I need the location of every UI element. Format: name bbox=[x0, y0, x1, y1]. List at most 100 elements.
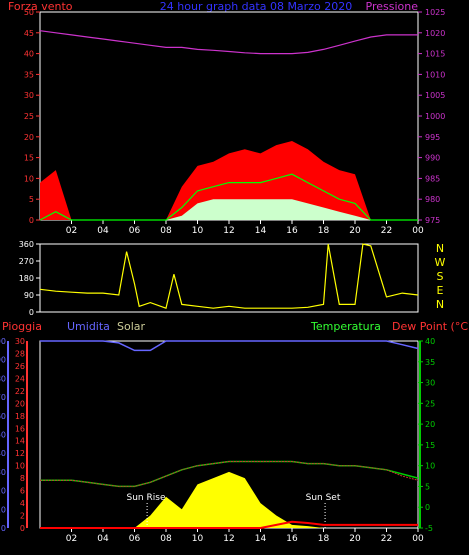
y-tick-label: 90 bbox=[24, 291, 34, 300]
chart-title: 24 hour graph data 08 Marzo 2020 bbox=[160, 0, 352, 13]
y-left-tick-label: 15 bbox=[24, 154, 34, 163]
mid-tick-label: 8 bbox=[20, 474, 25, 483]
sun-rise-label: Sun Rise bbox=[127, 493, 166, 503]
humidity-tick-label: 20 bbox=[0, 487, 6, 496]
temperature-tick-label: 5 bbox=[425, 482, 430, 491]
compass-e: E bbox=[437, 284, 444, 297]
x-tick-label: 08 bbox=[160, 534, 172, 544]
mid-tick-label: 26 bbox=[15, 362, 25, 371]
compass-labels: N W S E N bbox=[435, 242, 446, 311]
wind-title: Forza vento bbox=[8, 0, 73, 13]
pressure-title: Pressione bbox=[366, 0, 419, 13]
y-right-tick-label: 1000 bbox=[425, 112, 445, 121]
y-right-tick-label: 1010 bbox=[425, 70, 445, 79]
x-tick-label: 22 bbox=[381, 226, 392, 236]
x-tick-label: 10 bbox=[192, 226, 204, 236]
humidity-tick-label: 50 bbox=[0, 431, 6, 440]
x-tick-label: 14 bbox=[255, 534, 267, 544]
x-tick-label: 04 bbox=[97, 534, 109, 544]
y-right-tick-label: 1015 bbox=[425, 50, 445, 59]
humidity-tick-label: 70 bbox=[0, 393, 6, 402]
humidity-line bbox=[40, 340, 419, 352]
x-tick-label: 04 bbox=[97, 226, 109, 236]
humidity-tick-label: 10 bbox=[0, 505, 6, 514]
solar-area bbox=[40, 471, 418, 528]
wind-gust-area bbox=[40, 141, 418, 220]
temperature-tick-label: 10 bbox=[425, 462, 435, 471]
mid-tick-label: 12 bbox=[15, 449, 25, 458]
temperature-tick-label: 20 bbox=[425, 420, 435, 429]
mid-tick-label: 28 bbox=[15, 349, 25, 358]
x-tick-label: 20 bbox=[349, 534, 361, 544]
mid-tick-label: 4 bbox=[20, 499, 25, 508]
x-tick-label: 18 bbox=[318, 534, 330, 544]
y-tick-label: 0 bbox=[29, 308, 34, 317]
x-tick-label: 12 bbox=[223, 534, 234, 544]
humidity-tick-label: 40 bbox=[0, 449, 6, 458]
y-left-tick-label: 40 bbox=[24, 50, 34, 59]
compass-w: W bbox=[435, 256, 446, 269]
x-tick-label: 06 bbox=[129, 534, 141, 544]
temperature-tick-label: 35 bbox=[425, 358, 435, 367]
y-tick-label: 360 bbox=[19, 240, 34, 249]
y-right-tick-label: 985 bbox=[425, 174, 440, 183]
x-tick-label: 12 bbox=[223, 226, 234, 236]
y-right-tick-label: 975 bbox=[425, 216, 440, 225]
temperature-tick-label: 0 bbox=[425, 503, 430, 512]
x-tick-label: 00 bbox=[412, 534, 424, 544]
mid-tick-label: 16 bbox=[15, 424, 25, 433]
x-tick-label: 00 bbox=[412, 226, 424, 236]
y-right-tick-label: 1005 bbox=[425, 91, 445, 100]
wind-min-area bbox=[40, 199, 418, 220]
dew-point-title: Dew Point (°C) bbox=[392, 320, 469, 333]
compass-s: S bbox=[437, 270, 444, 283]
x-tick-label: 10 bbox=[192, 534, 204, 544]
wind-direction-chart: 0 90 180 270 360 bbox=[19, 240, 419, 317]
wind-pressure-chart: 0510152025303540455097598098599099510001… bbox=[24, 8, 446, 236]
y-left-tick-label: 30 bbox=[24, 91, 34, 100]
mid-tick-label: 14 bbox=[15, 437, 25, 446]
x-tick-label: 14 bbox=[255, 226, 267, 236]
y-tick-label: 270 bbox=[19, 257, 34, 266]
y-left-tick-label: 50 bbox=[24, 8, 34, 17]
y-left-tick-label: 45 bbox=[24, 29, 34, 38]
humidity-tick-label: 80 bbox=[0, 374, 6, 383]
y-left-tick-label: 35 bbox=[24, 70, 34, 79]
direction-line bbox=[39, 243, 419, 309]
y-left-tick-label: 25 bbox=[24, 112, 34, 121]
temperature-tick-label: -5 bbox=[425, 524, 433, 533]
x-tick-label: 02 bbox=[66, 226, 77, 236]
x-tick-label: 20 bbox=[349, 226, 361, 236]
x-tick-label: 18 bbox=[318, 226, 330, 236]
x-tick-label: 06 bbox=[129, 226, 141, 236]
y-right-tick-label: 995 bbox=[425, 133, 440, 142]
y-left-tick-label: 5 bbox=[29, 195, 34, 204]
temperature-tick-label: 30 bbox=[425, 379, 435, 388]
y-tick-label: 180 bbox=[19, 274, 34, 283]
compass-n-bottom: N bbox=[436, 298, 444, 311]
humidity-tick-label: 30 bbox=[0, 468, 6, 477]
mid-tick-label: 10 bbox=[15, 462, 25, 471]
sun-set-label: Sun Set bbox=[306, 493, 341, 503]
dew-point-line bbox=[40, 461, 419, 487]
mid-tick-label: 6 bbox=[20, 487, 25, 496]
wind-avg-line bbox=[39, 173, 418, 221]
mid-tick-label: 20 bbox=[15, 399, 25, 408]
y-right-tick-label: 980 bbox=[425, 195, 440, 204]
humidity-tick-label: 100 bbox=[0, 337, 6, 346]
pressure-line bbox=[39, 30, 418, 55]
temperature-tick-label: 25 bbox=[425, 399, 435, 408]
x-tick-label: 22 bbox=[381, 534, 392, 544]
y-left-tick-label: 0 bbox=[29, 216, 34, 225]
y-right-tick-label: 990 bbox=[425, 154, 440, 163]
temperature-tick-label: 40 bbox=[425, 337, 435, 346]
mid-tick-label: 22 bbox=[15, 387, 25, 396]
x-tick-label: 16 bbox=[286, 226, 298, 236]
x-tick-label: 16 bbox=[286, 534, 298, 544]
y-left-tick-label: 20 bbox=[24, 133, 34, 142]
y-left-tick-label: 10 bbox=[24, 174, 34, 183]
humidity-tick-label: 60 bbox=[0, 412, 6, 421]
mid-tick-label: 30 bbox=[15, 337, 25, 346]
